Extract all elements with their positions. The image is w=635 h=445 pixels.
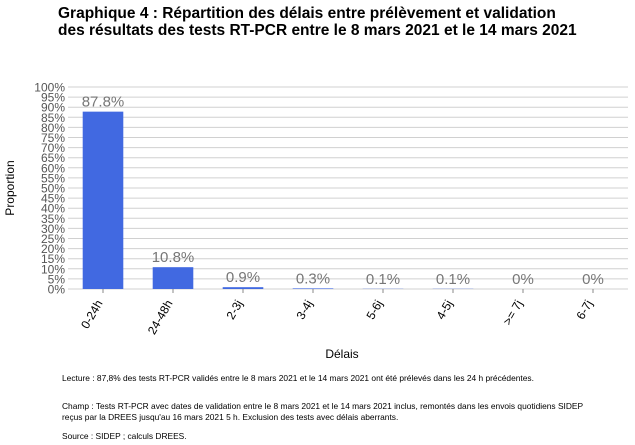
note-champ-line-2: reçus par la DREES jusqu'au 16 mars 2021… — [62, 411, 399, 422]
note-lecture-text: Lecture : 87,8% des tests RT-PCR validés… — [62, 373, 534, 383]
x-tick-label: 4-5j — [433, 298, 455, 322]
y-tick-label: 90% — [41, 101, 65, 115]
data-label: 0% — [582, 271, 604, 288]
y-tick-label: 65% — [41, 151, 65, 165]
data-label: 0.1% — [366, 271, 400, 288]
x-tick-label: 0-24h — [78, 298, 105, 332]
bars: 87.8% 10.8% 0.9% 0.3% 0.1% 0.1% 0% 0% — [82, 94, 604, 289]
y-tick-label: 35% — [41, 212, 65, 226]
data-label: 87.8% — [82, 94, 125, 111]
y-tick-label: 10% — [41, 262, 65, 276]
y-tick-label: 45% — [41, 192, 65, 206]
note-champ: Champ : Tests RT-PCR avec dates de valid… — [62, 401, 627, 422]
y-tick-label: 50% — [41, 182, 65, 196]
bar — [222, 287, 264, 289]
y-tick-label: 70% — [41, 141, 65, 155]
x-axis-ticks: 0-24h 24-48h 2-3j 3-4j 5-6j 4-5j >= 7j 6-7j — [78, 289, 596, 337]
y-tick-label: 60% — [41, 161, 65, 175]
note-champ-line-1: Champ : Tests RT-PCR avec dates de valid… — [62, 401, 584, 411]
data-label: 0.3% — [296, 270, 330, 287]
data-label: 0.9% — [226, 269, 260, 286]
y-tick-label: 55% — [41, 171, 65, 185]
gridlines — [68, 86, 628, 290]
note-source: Source : SIDEP ; calculs DREES. — [62, 431, 627, 442]
y-tick-label: 95% — [41, 91, 65, 105]
y-axis-ticks: 0%5%10%15%20%25%30%35%40%45%50%55%60%65%… — [34, 81, 65, 297]
y-tick-label: 25% — [41, 232, 65, 246]
bar — [82, 111, 124, 289]
y-tick-label: 0% — [48, 283, 66, 297]
y-tick-label: 85% — [41, 111, 65, 125]
x-tick-label: 5-6j — [363, 298, 385, 322]
y-tick-label: 5% — [48, 272, 66, 286]
x-tick-label: 2-3j — [223, 298, 245, 322]
y-tick-label: 80% — [41, 121, 65, 135]
x-axis-label: Délais — [325, 347, 358, 361]
y-tick-label: 100% — [34, 81, 65, 95]
note-lecture: Lecture : 87,8% des tests RT-PCR validés… — [62, 373, 627, 384]
chart-title: Graphique 4 : Répartition des délais ent… — [58, 5, 628, 39]
data-label: 10.8% — [152, 249, 195, 266]
x-tick-label: 24-48h — [145, 298, 176, 337]
chart-title-line-2: des résultats des tests RT-PCR entre le … — [58, 22, 577, 39]
note-source-text: Source : SIDEP ; calculs DREES. — [62, 431, 187, 441]
y-tick-label: 20% — [41, 242, 65, 256]
bar — [152, 267, 194, 289]
bar — [292, 288, 334, 289]
data-label: 0.1% — [436, 271, 470, 288]
data-label: 0% — [512, 271, 534, 288]
x-tick-label: 3-4j — [293, 298, 315, 322]
x-tick-label: >= 7j — [500, 298, 525, 328]
y-tick-label: 40% — [41, 202, 65, 216]
y-axis-label: Proportion — [3, 160, 17, 215]
chart-title-line-1: Graphique 4 : Répartition des délais ent… — [58, 5, 556, 22]
y-tick-label: 75% — [41, 131, 65, 145]
y-tick-label: 15% — [41, 252, 65, 266]
y-tick-label: 30% — [41, 222, 65, 236]
x-tick-label: 6-7j — [573, 298, 595, 322]
